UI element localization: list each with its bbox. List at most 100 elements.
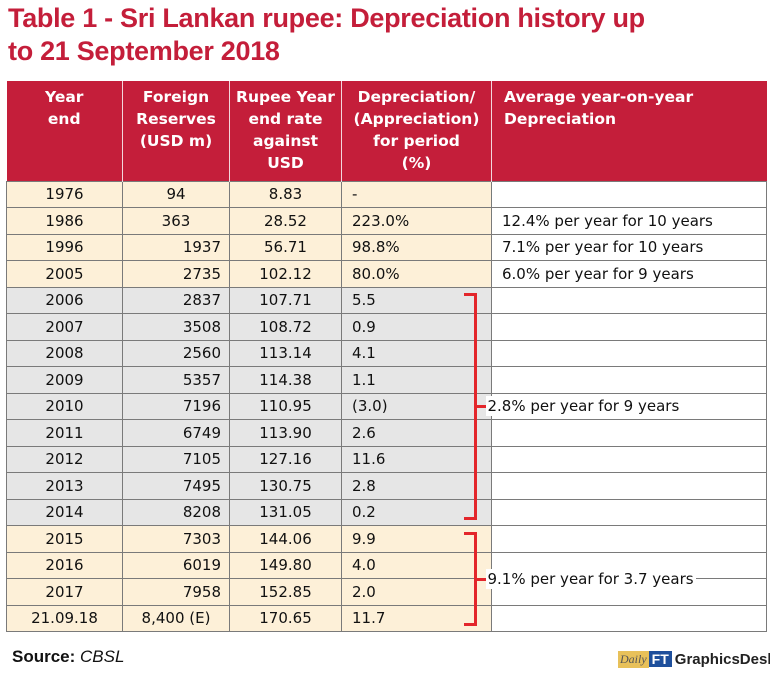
header-rate: Rupee Year end rate against USD — [229, 81, 342, 181]
cell-average — [491, 286, 767, 314]
cell-year: 2010 — [6, 392, 123, 420]
logo-graphicsdesk: GraphicsDesk — [674, 650, 770, 668]
cell-rate: 113.14 — [229, 339, 342, 367]
cell-depreciation: 2.6 — [341, 419, 492, 447]
table-row: 2009 5357 114.38 1.1 — [6, 366, 767, 394]
cell-reserves: 8,400 (E) — [122, 604, 230, 632]
table-row: 2015 7303 144.06 9.9 — [6, 525, 767, 553]
table-row: 2012 7105 127.16 11.6 — [6, 445, 767, 473]
cell-reserves: 2735 — [122, 260, 230, 288]
cell-reserves: 7303 — [122, 525, 230, 553]
table-row: 2008 2560 113.14 4.1 — [6, 339, 767, 367]
cell-rate: 110.95 — [229, 392, 342, 420]
cell-reserves: 2560 — [122, 339, 230, 367]
table-row: 1986 363 28.52 223.0% 12.4% per year for… — [6, 207, 767, 235]
table-row: 2006 2837 107.71 5.5 — [6, 286, 767, 314]
cell-year: 2012 — [6, 445, 123, 473]
header-row: Year end Foreign Reserves (USD m) Rupee Yea… — [6, 81, 767, 181]
cell-rate: 149.80 — [229, 551, 342, 579]
cell-year: 2007 — [6, 313, 123, 341]
cell-average — [491, 366, 767, 394]
cell-reserves: 2837 — [122, 286, 230, 314]
cell-depreciation: - — [341, 180, 492, 208]
cell-reserves: 7105 — [122, 445, 230, 473]
header-depreciation: Depreciation/(Appreciation) for period (%) — [341, 81, 492, 181]
cell-rate: 127.16 — [229, 445, 342, 473]
logo-ft: FT — [648, 651, 672, 667]
cell-reserves: 7958 — [122, 578, 230, 606]
cell-average — [491, 472, 767, 500]
cell-year: 2005 — [6, 260, 123, 288]
cell-year: 21.09.18 — [6, 604, 123, 632]
cell-year: 1986 — [6, 207, 123, 235]
cell-average — [491, 498, 767, 526]
table-row: 1996 1937 56.71 98.8% 7.1% per year for … — [6, 233, 767, 261]
cell-average — [491, 313, 767, 341]
table-row: 2014 8208 131.05 0.2 — [6, 498, 767, 526]
table-row: 2013 7495 130.75 2.8 — [6, 472, 767, 500]
cell-average — [491, 419, 767, 447]
cell-rate: 152.85 — [229, 578, 342, 606]
table-row: 2005 2735 102.12 80.0% 6.0% per year for… — [6, 260, 767, 288]
cell-rate: 102.12 — [229, 260, 342, 288]
depreciation-table: Year end Foreign Reserves (USD m) Rupee Yea… — [6, 81, 767, 632]
source-note: Source: CBSL — [12, 647, 124, 667]
cell-rate: 56.71 — [229, 233, 342, 261]
note-2006-2014: 2.8% per year for 9 years — [485, 396, 682, 417]
cell-year: 2016 — [6, 551, 123, 579]
cell-rate: 28.52 — [229, 207, 342, 235]
cell-reserves: 3508 — [122, 313, 230, 341]
table-title: Table 1 - Sri Lankan rupee: Depreciation… — [8, 2, 768, 68]
cell-reserves: 8208 — [122, 498, 230, 526]
cell-depreciation: 223.0% — [341, 207, 492, 235]
cell-average — [491, 525, 767, 553]
table-row: 2011 6749 113.90 2.6 — [6, 419, 767, 447]
cell-reserves: 6749 — [122, 419, 230, 447]
cell-reserves: 5357 — [122, 366, 230, 394]
header-year: Year end — [6, 81, 123, 181]
bracket-tick-2015-2018 — [473, 577, 486, 581]
cell-year: 1996 — [6, 233, 123, 261]
bracket-tick-2006-2014 — [473, 405, 486, 409]
cell-reserves: 6019 — [122, 551, 230, 579]
cell-year: 2011 — [6, 419, 123, 447]
cell-year: 2015 — [6, 525, 123, 553]
header-average: Average year-on-year Depreciation — [491, 81, 767, 181]
cell-average — [491, 445, 767, 473]
cell-depreciation: 9.9 — [341, 525, 492, 553]
cell-year: 2008 — [6, 339, 123, 367]
note-2015-2018: 9.1% per year for 3.7 years — [485, 568, 696, 589]
cell-year: 2014 — [6, 498, 123, 526]
source-value: CBSL — [80, 647, 125, 666]
table-body: 1976 94 8.83 - 1986 363 28.52 223.0% 12.… — [6, 180, 767, 632]
cell-year: 2009 — [6, 366, 123, 394]
cell-depreciation: 2.8 — [341, 472, 492, 500]
cell-average — [491, 339, 767, 367]
cell-depreciation: (3.0) — [341, 392, 492, 420]
cell-rate: 113.90 — [229, 419, 342, 447]
cell-depreciation: 4.1 — [341, 339, 492, 367]
table-row: 2007 3508 108.72 0.9 — [6, 313, 767, 341]
cell-rate: 131.05 — [229, 498, 342, 526]
cell-average — [491, 604, 767, 632]
cell-rate: 8.83 — [229, 180, 342, 208]
cell-depreciation: 4.0 — [341, 551, 492, 579]
logo-daily: Daily — [618, 650, 649, 668]
cell-year: 2017 — [6, 578, 123, 606]
cell-rate: 114.38 — [229, 366, 342, 394]
cell-reserves: 7196 — [122, 392, 230, 420]
cell-depreciation: 80.0% — [341, 260, 492, 288]
cell-depreciation: 0.2 — [341, 498, 492, 526]
table-row: 1976 94 8.83 - — [6, 180, 767, 208]
cell-depreciation: 2.0 — [341, 578, 492, 606]
cell-year: 2013 — [6, 472, 123, 500]
cell-rate: 108.72 — [229, 313, 342, 341]
source-label: Source: — [12, 647, 76, 666]
cell-depreciation: 98.8% — [341, 233, 492, 261]
cell-reserves: 1937 — [122, 233, 230, 261]
cell-average: 6.0% per year for 9 years — [491, 260, 767, 288]
cell-depreciation: 11.6 — [341, 445, 492, 473]
cell-rate: 130.75 — [229, 472, 342, 500]
cell-reserves: 94 — [122, 180, 230, 208]
cell-rate: 107.71 — [229, 286, 342, 314]
